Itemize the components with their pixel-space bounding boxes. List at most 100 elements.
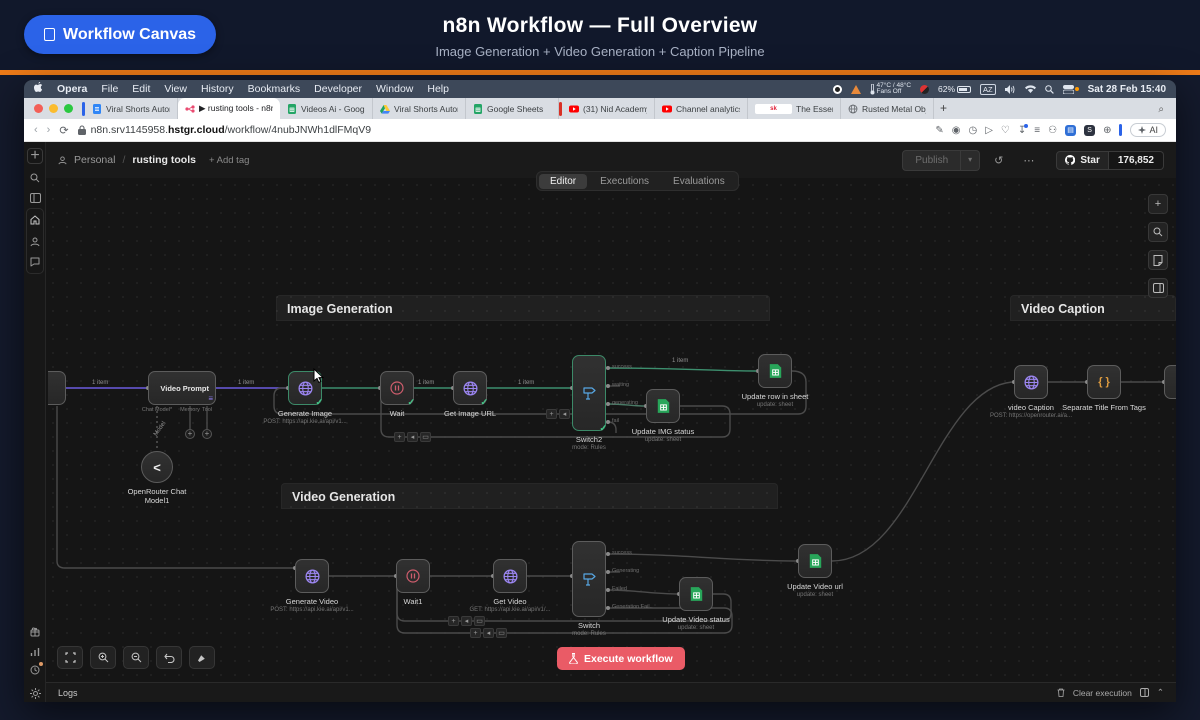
- tab-n8n-starter[interactable]: sk The Essential n8n Starte: [748, 98, 841, 119]
- zoom-window-button[interactable]: [64, 104, 73, 113]
- battery-widget[interactable]: 62%: [938, 84, 972, 94]
- settings-gear-icon[interactable]: [27, 685, 43, 701]
- wifi-icon[interactable]: [1024, 85, 1036, 93]
- publish-button[interactable]: Publish: [902, 149, 962, 171]
- node-switch[interactable]: Switch mode: Rules: [572, 541, 606, 637]
- node-partial-left[interactable]: [48, 371, 66, 405]
- control-center-icon[interactable]: [1062, 84, 1079, 94]
- user-icon[interactable]: [27, 234, 43, 250]
- add-tag-button[interactable]: + Add tag: [208, 154, 250, 166]
- record-status-icon[interactable]: [832, 84, 842, 94]
- snapshot-icon[interactable]: ◉: [951, 124, 961, 136]
- reload-button[interactable]: ⟳: [59, 124, 69, 137]
- publish-chevron-button[interactable]: ▾: [961, 149, 981, 171]
- node-switch2[interactable]: ✓ Switch2 mode: Rules: [572, 355, 607, 451]
- volume-icon[interactable]: [1004, 84, 1016, 94]
- tab-viral-shorts-1[interactable]: Viral Shorts Automation: [85, 98, 178, 119]
- node-separate-title-from-tags[interactable]: { } Separate Title From Tags: [1062, 365, 1146, 412]
- edge-actions[interactable]: +◂▭: [470, 628, 507, 638]
- vlc-icon[interactable]: [850, 84, 861, 94]
- section-video-caption[interactable]: Video Caption: [1010, 295, 1176, 321]
- zoom-out-button[interactable]: [123, 646, 149, 669]
- node-update-row-in-sheet[interactable]: Update row in sheet update: sheet: [742, 354, 808, 408]
- tab-google-sheets[interactable]: Google Sheets: [466, 98, 559, 119]
- share-icon[interactable]: ✎: [935, 124, 944, 136]
- sticky-note-button[interactable]: [1148, 250, 1168, 270]
- undo-button[interactable]: [156, 646, 182, 669]
- toggle-panel-button[interactable]: [1148, 278, 1168, 298]
- logs-panel[interactable]: Logs Clear execution ⌃: [46, 682, 1176, 702]
- tidy-up-button[interactable]: [189, 646, 215, 669]
- reading-list-icon[interactable]: ≡: [1034, 124, 1041, 136]
- more-options-icon[interactable]: ⋯: [1023, 154, 1035, 167]
- whats-new-icon[interactable]: [27, 662, 43, 678]
- tab-executions[interactable]: Executions: [600, 175, 650, 187]
- workflow-canvas[interactable]: [46, 178, 1176, 682]
- open-logs-icon[interactable]: [1139, 688, 1149, 697]
- tab-rusting-tools-active[interactable]: ▶ rusting tools - n8n: [178, 98, 280, 119]
- extension-book-icon[interactable]: ▤: [1065, 124, 1077, 136]
- node-get-image-url[interactable]: ✓ Get Image URL: [444, 371, 496, 418]
- sidebar-panel-icon[interactable]: [27, 190, 43, 206]
- tab-nid-academy[interactable]: (31) Nid Academy - YouT: [562, 98, 655, 119]
- node-wait[interactable]: ✓ Wait: [380, 371, 415, 418]
- extension-target-icon[interactable]: ⊕: [1103, 124, 1112, 136]
- node-video-caption[interactable]: video Caption POST: https://openrouter.ai…: [990, 365, 1072, 419]
- chat-icon[interactable]: [27, 254, 43, 270]
- section-image-generation[interactable]: Image Generation: [276, 295, 770, 321]
- node-update-video-url[interactable]: Update Video url update: sheet: [787, 544, 843, 598]
- menu-opera[interactable]: Opera: [57, 83, 88, 95]
- menu-window[interactable]: Window: [376, 83, 414, 95]
- node-update-img-status[interactable]: Update IMG status update: sheet: [632, 389, 694, 443]
- node-get-video[interactable]: Get Video GET: https://api.kie.ai/api/v1/…: [469, 559, 551, 613]
- input-source-switch[interactable]: AZ: [980, 83, 996, 95]
- home-icon[interactable]: [27, 212, 43, 228]
- menu-history[interactable]: History: [200, 83, 234, 95]
- clear-execution-button[interactable]: Clear execution: [1072, 687, 1132, 698]
- close-window-button[interactable]: [34, 104, 43, 113]
- edge-actions[interactable]: +◂▭: [448, 616, 485, 626]
- spotlight-search-icon[interactable]: [1044, 84, 1054, 94]
- minimize-window-button[interactable]: [49, 104, 58, 113]
- add-tool-button[interactable]: +: [202, 429, 212, 439]
- node-video-prompt[interactable]: Video Prompt ≡ Chat Model* Memory Tool +…: [142, 371, 216, 439]
- profile-icon[interactable]: ⚇: [1048, 124, 1058, 136]
- zoom-in-button[interactable]: [90, 646, 116, 669]
- tab-videos-ai[interactable]: Videos Ai - Google Shee: [280, 98, 373, 119]
- add-memory-button[interactable]: +: [185, 429, 195, 439]
- menubar-clock[interactable]: Sat 28 Feb 15:40: [1087, 83, 1166, 95]
- node-partial-right[interactable]: [1164, 365, 1176, 399]
- download-icon[interactable]: ↧: [1017, 123, 1029, 136]
- new-tab-button[interactable]: +: [940, 101, 948, 115]
- canvas-search-button[interactable]: [1148, 222, 1168, 242]
- node-openrouter-chat-model[interactable]: < OpenRouter Chat Model1: [128, 451, 186, 505]
- menu-file[interactable]: File: [101, 83, 119, 95]
- apple-menu-icon[interactable]: [34, 81, 43, 96]
- add-workflow-button[interactable]: +: [27, 147, 43, 164]
- history-icon[interactable]: ◷: [968, 124, 978, 136]
- menu-developer[interactable]: Developer: [314, 83, 363, 95]
- tab-search-icon[interactable]: ⌕: [1158, 104, 1164, 115]
- player-icon[interactable]: ▷: [985, 124, 993, 136]
- tab-rusted-metal[interactable]: Rusted Metal Objects Li: [841, 98, 934, 119]
- templates-icon[interactable]: [27, 624, 43, 640]
- temperature-widget[interactable]: 47°C / 48°C Fans Off: [870, 82, 911, 96]
- tab-editor[interactable]: Editor: [539, 173, 588, 189]
- workflow-canvas-button[interactable]: Workflow Canvas: [24, 15, 217, 54]
- execute-workflow-button[interactable]: Execute workflow: [557, 647, 685, 670]
- sidebar-search-icon[interactable]: [27, 170, 43, 186]
- menubar-app-icon[interactable]: [920, 84, 930, 94]
- tab-evaluations[interactable]: Evaluations: [673, 175, 725, 187]
- edge-actions[interactable]: +◂▭: [394, 432, 431, 442]
- extension-s-icon[interactable]: S: [1084, 124, 1096, 136]
- aria-ai-button[interactable]: AI: [1130, 123, 1166, 137]
- address-bar[interactable]: n8n.srv1145958.hstgr.cloud/workflow/4nub…: [77, 124, 927, 136]
- node-wait1[interactable]: Wait1: [396, 559, 430, 606]
- back-button[interactable]: ‹: [34, 124, 38, 136]
- forward-button[interactable]: ›: [46, 124, 51, 136]
- menu-bookmarks[interactable]: Bookmarks: [247, 83, 301, 95]
- insights-icon[interactable]: [27, 644, 43, 660]
- menu-view[interactable]: View: [164, 83, 187, 95]
- breadcrumb-project[interactable]: Personal: [74, 154, 116, 166]
- node-update-video-status[interactable]: Update Video status update: sheet: [662, 577, 730, 631]
